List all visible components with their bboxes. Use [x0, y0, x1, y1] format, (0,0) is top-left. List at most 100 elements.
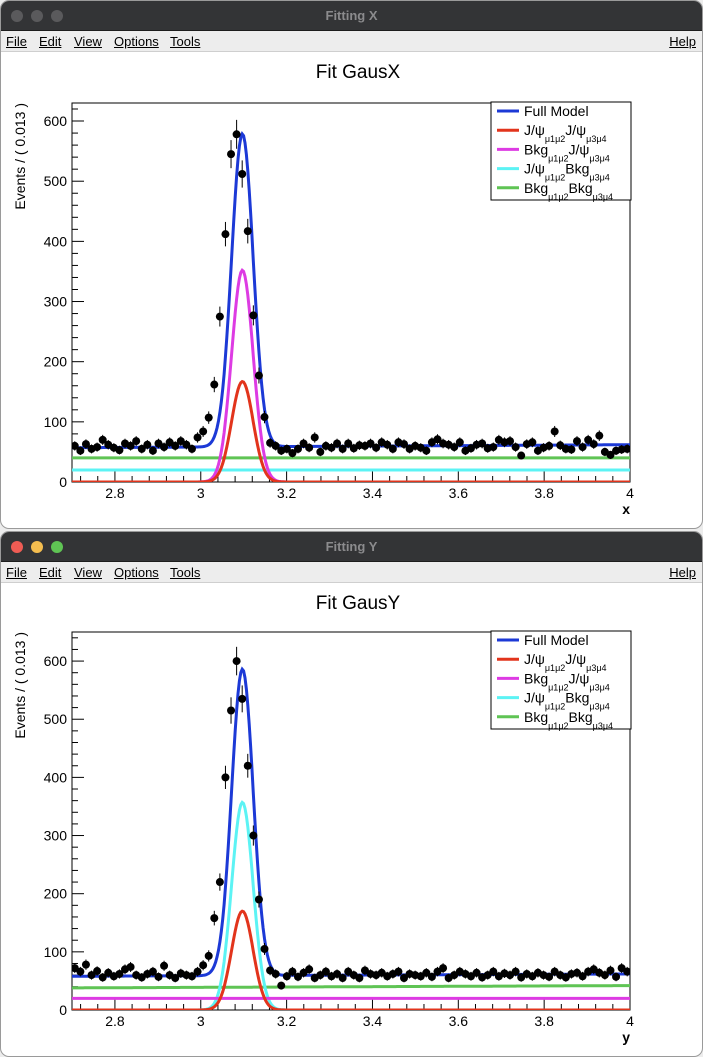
data-point — [578, 443, 587, 452]
data-point — [72, 441, 79, 450]
data-point — [388, 444, 397, 453]
x-tick-label: 3.6 — [449, 1013, 469, 1029]
legend-text: μ3μ4 — [589, 153, 609, 163]
data-point — [305, 443, 314, 452]
data-point — [271, 441, 280, 450]
chart-title: Fit GausY — [316, 593, 401, 614]
data-point — [372, 443, 381, 452]
menu-edit[interactable]: Edit — [39, 565, 62, 580]
data-point — [199, 961, 208, 970]
menu-edit[interactable]: Edit — [39, 34, 62, 49]
legend-box — [490, 630, 632, 730]
data-point — [132, 437, 141, 446]
zoom-button[interactable] — [51, 541, 63, 553]
legend-text: μ3μ4 — [593, 721, 613, 731]
data-point — [305, 965, 314, 974]
data-point — [93, 967, 102, 976]
fit-plot-y[interactable]: Fit GausY 0 100 200 300 400 500 600 2.8 3 3.2 3.4 3.… — [1, 584, 702, 1056]
data-point — [254, 371, 263, 380]
data-point — [528, 438, 537, 447]
legend-entry: Full Model — [524, 632, 589, 648]
data-point — [249, 311, 258, 320]
menu-options[interactable]: Options — [114, 565, 159, 580]
legend-text: J/ψ — [569, 670, 590, 686]
data-point — [439, 964, 448, 973]
data-point — [578, 972, 587, 981]
plot-canvas[interactable]: Fit GausY 0 100 200 300 400 500 600 2.8 3 3.2 3.4 3.… — [1, 584, 702, 1056]
data-point — [221, 773, 230, 782]
data-point — [383, 440, 392, 449]
menu-options[interactable]: Options — [114, 34, 159, 49]
minimize-button[interactable] — [31, 10, 43, 22]
data-point — [545, 441, 554, 450]
legend-text: Bkg — [524, 180, 548, 196]
plot-area — [72, 119, 630, 482]
legend-text: J/ψ — [524, 690, 545, 706]
menu-file[interactable]: File — [6, 34, 27, 49]
data-point — [489, 967, 498, 976]
data-point — [215, 312, 224, 321]
menu-tools[interactable]: Tools — [170, 34, 201, 49]
data-point — [187, 444, 196, 453]
data-point — [227, 150, 236, 159]
data-point — [316, 447, 325, 456]
data-point — [511, 967, 520, 976]
data-point — [567, 445, 576, 454]
y-tick-label: 300 — [44, 828, 68, 844]
legend-text: Bkg — [565, 161, 589, 177]
menu-tools[interactable]: Tools — [170, 565, 201, 580]
x-tick-label: 3 — [197, 1013, 205, 1029]
data-point — [338, 444, 347, 453]
legend-text: μ3μ4 — [586, 134, 606, 144]
legend-text: Bkg — [565, 690, 589, 706]
x-tick-label: 2.8 — [105, 1013, 125, 1029]
close-button[interactable] — [11, 541, 23, 553]
legend-entry: Bkgμ1μ2J/ψμ3μ4 — [524, 141, 610, 163]
y-tick-label: 400 — [44, 769, 68, 785]
menu-help[interactable]: Help — [669, 34, 696, 49]
data-point — [232, 130, 241, 139]
x-tick-label: 3.8 — [534, 1013, 554, 1029]
fit-plot-x[interactable]: Fit GausX 0 100 200 300 400 500 600 2.8 3 3.2 3.4 3.… — [1, 53, 702, 528]
plot-canvas[interactable]: Fit GausX 0 100 200 300 400 500 600 2.8 3 3.2 3.4 3.… — [1, 53, 702, 528]
menu-view[interactable]: View — [74, 565, 102, 580]
legend-text: μ1μ2 — [545, 702, 565, 712]
y-tick-label: 500 — [44, 173, 68, 189]
legend-text: μ1μ2 — [548, 682, 568, 692]
menu-view[interactable]: View — [74, 34, 102, 49]
minimize-button[interactable] — [31, 541, 43, 553]
legend-text: μ1μ2 — [545, 173, 565, 183]
data-point — [517, 451, 526, 460]
close-button[interactable] — [11, 10, 23, 22]
data-point — [422, 446, 431, 455]
y-tick-label: 400 — [44, 233, 68, 249]
data-point — [126, 962, 135, 971]
data-point — [249, 831, 258, 840]
data-point — [584, 435, 593, 444]
data-point — [143, 440, 152, 449]
legend-text: μ3μ4 — [589, 682, 609, 692]
y-tick-label: 500 — [44, 711, 68, 727]
data-point — [160, 443, 169, 452]
y-tick-label: 100 — [44, 414, 68, 430]
data-point — [595, 431, 604, 440]
data-point — [478, 439, 487, 448]
x-tick-label: 3.4 — [363, 1013, 383, 1029]
legend-text: Bkg — [524, 141, 548, 157]
title-bar[interactable]: Fitting X — [1, 1, 702, 31]
menu-help[interactable]: Help — [669, 565, 696, 580]
data-point — [81, 960, 90, 969]
data-point — [394, 967, 403, 976]
legend-text: μ1μ2 — [545, 663, 565, 673]
title-bar[interactable]: Fitting Y — [1, 532, 702, 562]
data-point — [187, 972, 196, 981]
data-point — [221, 230, 230, 239]
y-tick-label: 100 — [44, 944, 68, 960]
data-point — [271, 969, 280, 978]
zoom-button[interactable] — [51, 10, 63, 22]
data-point — [545, 972, 554, 981]
menu-file[interactable]: File — [6, 565, 27, 580]
x-axis-label: y — [622, 1029, 630, 1045]
data-point — [355, 974, 364, 983]
x-tick-label: 2.8 — [105, 485, 125, 501]
